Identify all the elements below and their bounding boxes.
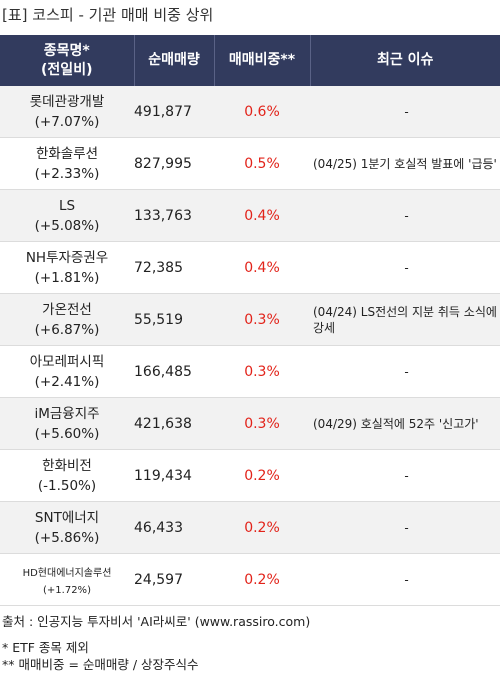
- stock-name-cell: 한화솔루션 (+2.33%): [0, 137, 134, 190]
- stock-name: LS: [58, 197, 76, 214]
- trading-ratio: 0.2%: [214, 553, 310, 606]
- stock-name: NH투자증권우: [25, 249, 109, 266]
- trading-ratio: 0.4%: [214, 189, 310, 242]
- stock-name: 아모레퍼시픽: [29, 353, 105, 370]
- table-row: 롯데관광개발 (+7.07%) 491,877 0.6% -: [0, 86, 500, 138]
- price-change: (+5.86%): [34, 529, 100, 546]
- table-title: [표] 코스피 - 기관 매매 비중 상위: [2, 6, 214, 24]
- trading-ratio: 0.3%: [214, 345, 310, 398]
- stock-name-cell: 아모레퍼시픽 (+2.41%): [0, 345, 134, 398]
- header-ratio: 매매비중**: [214, 35, 311, 86]
- price-change: (-1.50%): [37, 477, 97, 494]
- table-row: 가온전선 (+6.87%) 55,519 0.3% (04/24) LS전선의 지분 취…: [0, 293, 500, 346]
- recent-issue: -: [310, 449, 500, 502]
- stock-name: SNT에너지: [34, 509, 100, 526]
- stock-name: 롯데관광개발: [29, 93, 105, 110]
- table-row: LS (+5.08%) 133,763 0.4% -: [0, 189, 500, 242]
- source-note: 출처 : 인공지능 투자비서 'AI라씨로' (www.rassiro.com): [2, 614, 311, 629]
- table-row: SNT에너지 (+5.86%) 46,433 0.2% -: [0, 501, 500, 554]
- recent-issue: -: [310, 553, 500, 606]
- net-volume: 46,433: [134, 501, 214, 554]
- header-row: 종목명* (전일비) 순매매량 매매비중** 최근 이슈: [0, 35, 500, 86]
- stock-name: HD현대에너지솔루션: [22, 567, 112, 579]
- net-volume: 24,597: [134, 553, 214, 606]
- price-change: (+5.08%): [34, 217, 100, 234]
- stock-name: 한화비전: [42, 457, 92, 474]
- header-volume: 순매매량: [134, 35, 215, 86]
- net-volume: 55,519: [134, 293, 214, 346]
- table-row: 한화비전 (-1.50%) 119,434 0.2% -: [0, 449, 500, 502]
- stock-name: iM금융지주: [34, 405, 100, 422]
- recent-issue: -: [310, 189, 500, 242]
- recent-issue: -: [310, 241, 500, 294]
- header-name-line2: (전일비): [41, 61, 93, 78]
- recent-issue: -: [310, 86, 500, 138]
- price-change: (+7.07%): [34, 113, 100, 130]
- stock-name-cell: iM금융지주 (+5.60%): [0, 397, 134, 450]
- net-volume: 166,485: [134, 345, 214, 398]
- net-volume: 827,995: [134, 137, 214, 190]
- trading-ratio: 0.3%: [214, 293, 310, 346]
- trading-ratio: 0.5%: [214, 137, 310, 190]
- table-row: 아모레퍼시픽 (+2.41%) 166,485 0.3% -: [0, 345, 500, 398]
- table-row: NH투자증권우 (+1.81%) 72,385 0.4% -: [0, 241, 500, 294]
- net-volume: 421,638: [134, 397, 214, 450]
- trading-ratio: 0.6%: [214, 86, 310, 138]
- stock-name-cell: NH투자증권우 (+1.81%): [0, 241, 134, 294]
- net-volume: 72,385: [134, 241, 214, 294]
- stock-name-cell: SNT에너지 (+5.86%): [0, 501, 134, 554]
- stock-name-cell: 가온전선 (+6.87%): [0, 293, 134, 346]
- table-row: HD현대에너지솔루션 (+1.72%) 24,597 0.2% -: [0, 553, 500, 606]
- header-issue: 최근 이슈: [310, 35, 500, 86]
- recent-issue: (04/29) 호실적에 52주 '신고가': [310, 397, 500, 450]
- price-change: (+2.33%): [34, 165, 100, 182]
- price-change: (+5.60%): [34, 425, 100, 442]
- recent-issue: -: [310, 501, 500, 554]
- trading-ratio: 0.3%: [214, 397, 310, 450]
- price-change: (+1.72%): [43, 584, 91, 596]
- price-change: (+2.41%): [34, 373, 100, 390]
- stock-name-cell: 롯데관광개발 (+7.07%): [0, 86, 134, 138]
- table-body: 롯데관광개발 (+7.07%) 491,877 0.6% - 한화솔루션 (+2.33%) 8…: [0, 86, 500, 606]
- table-row: iM금융지주 (+5.60%) 421,638 0.3% (04/29) 호실적에 52…: [0, 397, 500, 450]
- net-volume: 133,763: [134, 189, 214, 242]
- trading-ratio: 0.2%: [214, 449, 310, 502]
- stock-name-cell: HD현대에너지솔루션 (+1.72%): [0, 553, 134, 606]
- recent-issue: -: [310, 345, 500, 398]
- recent-issue: (04/25) 1분기 호실적 발표에 '급등': [310, 137, 500, 190]
- table-row: 한화솔루션 (+2.33%) 827,995 0.5% (04/25) 1분기 호실적 …: [0, 137, 500, 190]
- stock-name: 가온전선: [42, 301, 92, 318]
- institution-trading-table: 종목명* (전일비) 순매매량 매매비중** 최근 이슈 롯데관광개발 (+7.0…: [0, 35, 500, 606]
- footnote-ratio: ** 매매비중 = 순매매량 / 상장주식수: [2, 657, 199, 672]
- price-change: (+6.87%): [34, 321, 100, 338]
- recent-issue: (04/24) LS전선의 지분 취득 소식에 강세: [310, 293, 500, 346]
- net-volume: 491,877: [134, 86, 214, 138]
- header-stock-name: 종목명* (전일비): [0, 35, 135, 86]
- stock-name: 한화솔루션: [35, 145, 99, 162]
- stock-name-cell: 한화비전 (-1.50%): [0, 449, 134, 502]
- net-volume: 119,434: [134, 449, 214, 502]
- stock-name-cell: LS (+5.08%): [0, 189, 134, 242]
- trading-ratio: 0.4%: [214, 241, 310, 294]
- price-change: (+1.81%): [34, 269, 100, 286]
- footnote-etf: * ETF 종목 제외: [2, 640, 89, 655]
- header-name-line1: 종목명*: [43, 42, 90, 59]
- trading-ratio: 0.2%: [214, 501, 310, 554]
